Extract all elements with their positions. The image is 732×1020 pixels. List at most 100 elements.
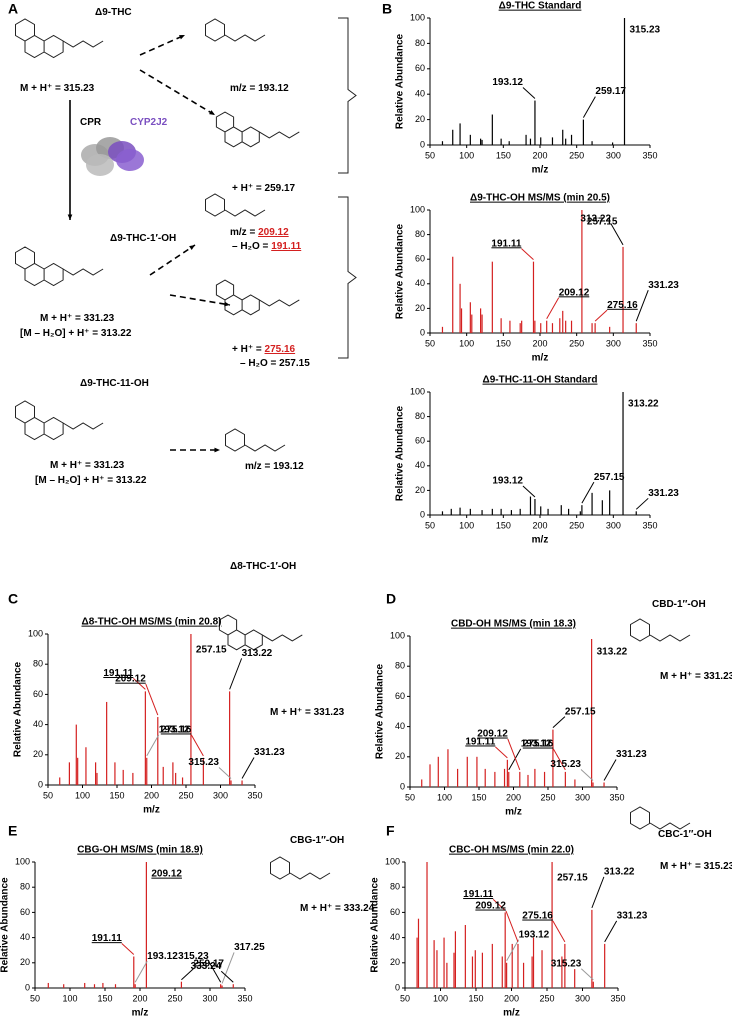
x-tick-label: 100 (459, 338, 474, 348)
x-tick-label: 200 (132, 993, 147, 1003)
arrow (149, 244, 196, 276)
peak-label: 317.25 (234, 942, 265, 953)
x-tick-label: 50 (405, 792, 415, 802)
y-tick-label: 100 (390, 630, 405, 640)
y-tick-label: 0 (38, 779, 43, 789)
x-tick-label: 250 (569, 150, 584, 160)
peak-label: 275.16 (522, 911, 553, 922)
label-text: m/z = 193.12 (245, 461, 304, 472)
x-tick-label: 350 (642, 338, 657, 348)
annotation-arrow (190, 734, 204, 757)
panel-label: E (8, 823, 17, 839)
label-text: M + H⁺ = 331.23 (660, 671, 732, 682)
label-text: – H₂O = (232, 241, 271, 252)
y-tick-label: 40 (415, 460, 425, 470)
label-highlight: 275.16 (265, 344, 296, 355)
peak-label: 333.24 (191, 961, 222, 972)
x-tick-label: 100 (459, 150, 474, 160)
annotation-arrow (635, 497, 649, 510)
x-tick-label: 200 (532, 338, 547, 348)
scheme-label: M + H⁺ = 331.23 (40, 313, 115, 324)
scheme-label: m/z = 209.12 (230, 227, 289, 238)
x-tick-label: 300 (575, 792, 590, 802)
label-text: M + H⁺ = 315.23 (660, 861, 732, 872)
chart-title: CBD-OH MS/MS (min 18.3) (451, 619, 576, 630)
annotation-arrow (521, 248, 534, 261)
label-text: m/z = (230, 227, 258, 238)
x-tick-label: 350 (610, 993, 625, 1003)
annotation-arrow (505, 910, 519, 943)
y-tick-label: 40 (20, 932, 30, 942)
label-text: + H⁺ = 259.17 (232, 183, 296, 194)
peak-label: 209.12 (559, 287, 590, 298)
y-tick-label: 20 (415, 485, 425, 495)
scheme-label: M + H⁺ = 333.24 (300, 903, 375, 914)
scheme-label: CBG-1′′-OH (290, 835, 344, 846)
peak-label: 315.23 (630, 25, 661, 36)
x-tick-label: 300 (606, 520, 621, 530)
peak-label: 313.22 (597, 647, 628, 658)
annotation-arrow (552, 748, 566, 771)
panel-label: A (8, 1, 18, 17)
annotation-arrow (495, 746, 508, 759)
peak-label: 193.12 (519, 929, 550, 940)
x-tick-label: 250 (167, 993, 182, 1003)
peak-label: 331.23 (648, 280, 679, 291)
y-tick-label: 40 (415, 278, 425, 288)
label-text: + H⁺ = (232, 344, 265, 355)
y-tick-label: 0 (400, 781, 405, 791)
annotation-arrow (506, 939, 520, 962)
annotation-arrow (492, 899, 506, 911)
scheme-label: CYP2J2 (130, 117, 168, 128)
peak-label: 315.23 (550, 759, 581, 770)
annotation-arrow (146, 734, 160, 757)
arrowhead (209, 110, 215, 115)
annotation-arrow (581, 481, 595, 504)
peak-label: 259.17 (193, 958, 224, 969)
y-tick-label: 60 (415, 254, 425, 264)
bracket (338, 17, 357, 174)
chart-title: CBG-OH MS/MS (min 18.9) (77, 845, 203, 856)
annotation-arrow (133, 678, 146, 690)
x-tick-label: 150 (496, 338, 511, 348)
peak-label: 191.11 (465, 736, 495, 747)
scheme-label: [M – H₂O] + H⁺ = 313.22 (35, 475, 147, 486)
peak-label: 331.23 (616, 749, 647, 760)
label-text: Δ8-THC-1′-OH (230, 561, 296, 572)
x-tick-label: 300 (606, 338, 621, 348)
y-tick-label: 100 (15, 856, 30, 866)
scheme-label: + H⁺ = 275.16 (232, 344, 296, 355)
panel-label: D (386, 591, 396, 607)
y-tick-label: 80 (390, 882, 400, 892)
x-tick-label: 250 (569, 338, 584, 348)
y-tick-label: 80 (415, 38, 425, 48)
label-text: Δ9-THC-1′-OH (110, 233, 176, 244)
x-tick-label: 150 (97, 993, 112, 1003)
peak-label: 313.22 (604, 867, 635, 878)
peak-label: 313.22 (580, 214, 611, 225)
y-tick-label: 0 (420, 327, 425, 337)
annotation-arrow (604, 920, 618, 943)
structure (15, 400, 64, 441)
x-tick-label: 150 (471, 792, 486, 802)
scheme-label: m/z = 193.12 (245, 461, 304, 472)
annotation-arrow (522, 485, 536, 498)
y-tick-label: 60 (415, 436, 425, 446)
scheme-label: + H⁺ = 259.17 (232, 183, 296, 194)
peak-label: 191.11 (491, 238, 521, 249)
peak-label: 275.16 (523, 739, 554, 750)
peak-label: 191.11 (103, 668, 133, 679)
x-tick-label: 200 (144, 790, 159, 800)
annotation-arrow (181, 968, 194, 981)
peak-label: 209.12 (475, 901, 506, 912)
x-tick-label: 300 (202, 993, 217, 1003)
y-tick-label: 20 (415, 114, 425, 124)
label-text: CBD-1′′-OH (652, 599, 706, 610)
y-axis-label: Relative Abundance (370, 877, 381, 973)
peak-label: 315.23 (178, 951, 209, 962)
structures (15, 17, 691, 880)
annotation-arrow (208, 960, 222, 983)
annotation-arrow (594, 309, 608, 322)
annotation-arrow (522, 87, 536, 99)
y-tick-label: 100 (410, 12, 425, 22)
